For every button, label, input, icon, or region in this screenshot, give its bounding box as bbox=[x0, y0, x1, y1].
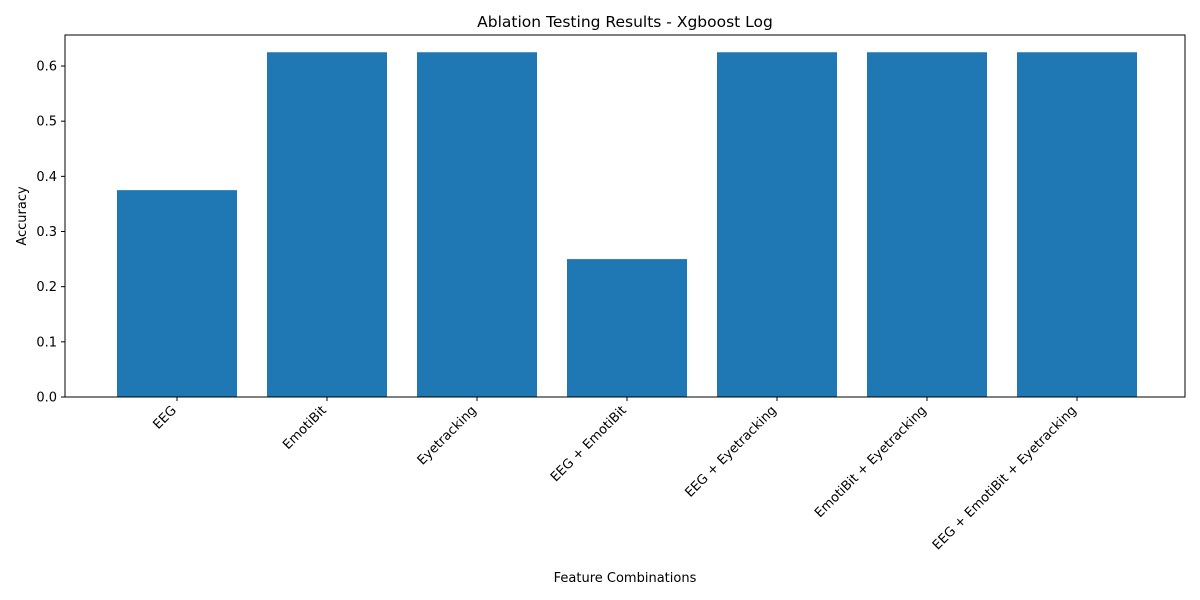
x-tick-label-3: EEG + EmotiBit bbox=[548, 403, 630, 485]
x-tick-label-4: EEG + Eyetracking bbox=[682, 403, 779, 500]
y-tick-label-6: 0.6 bbox=[36, 60, 57, 75]
x-tick-label-5: EmotiBit + Eyetracking bbox=[812, 403, 930, 521]
bar-3 bbox=[567, 259, 687, 397]
chart-title: Ablation Testing Results - Xgboost Log bbox=[477, 13, 773, 31]
y-tick-label-5: 0.5 bbox=[36, 115, 57, 130]
bars-group bbox=[117, 52, 1137, 397]
x-tick-label-0: EEG bbox=[150, 403, 179, 432]
bar-6 bbox=[1017, 52, 1137, 397]
y-tick-label-3: 0.3 bbox=[36, 225, 57, 240]
x-tick-label-6: EEG + EmotiBit + Eyetracking bbox=[930, 403, 1080, 553]
bar-1 bbox=[267, 52, 387, 397]
bar-5 bbox=[867, 52, 987, 397]
y-axis-label: Accuracy bbox=[15, 186, 30, 246]
bar-0 bbox=[117, 190, 237, 397]
bar-4 bbox=[717, 52, 837, 397]
y-tick-label-0: 0.0 bbox=[36, 391, 57, 406]
x-axis-label: Feature Combinations bbox=[554, 571, 697, 586]
y-tick-label-4: 0.4 bbox=[36, 170, 57, 185]
plot-frame bbox=[64, 34, 1186, 398]
y-tick-label-2: 0.2 bbox=[36, 280, 57, 295]
y-tick-label-1: 0.1 bbox=[36, 335, 57, 350]
y-axis: 0.0 0.1 0.2 0.3 0.4 0.5 0.6 bbox=[36, 60, 65, 406]
bar-2 bbox=[417, 52, 537, 397]
x-tick-label-1: EmotiBit bbox=[280, 403, 330, 453]
x-tick-label-2: Eyetracking bbox=[415, 403, 480, 468]
x-axis: EEG EmotiBit Eyetracking EEG + EmotiBit EEG … bbox=[150, 397, 1080, 553]
